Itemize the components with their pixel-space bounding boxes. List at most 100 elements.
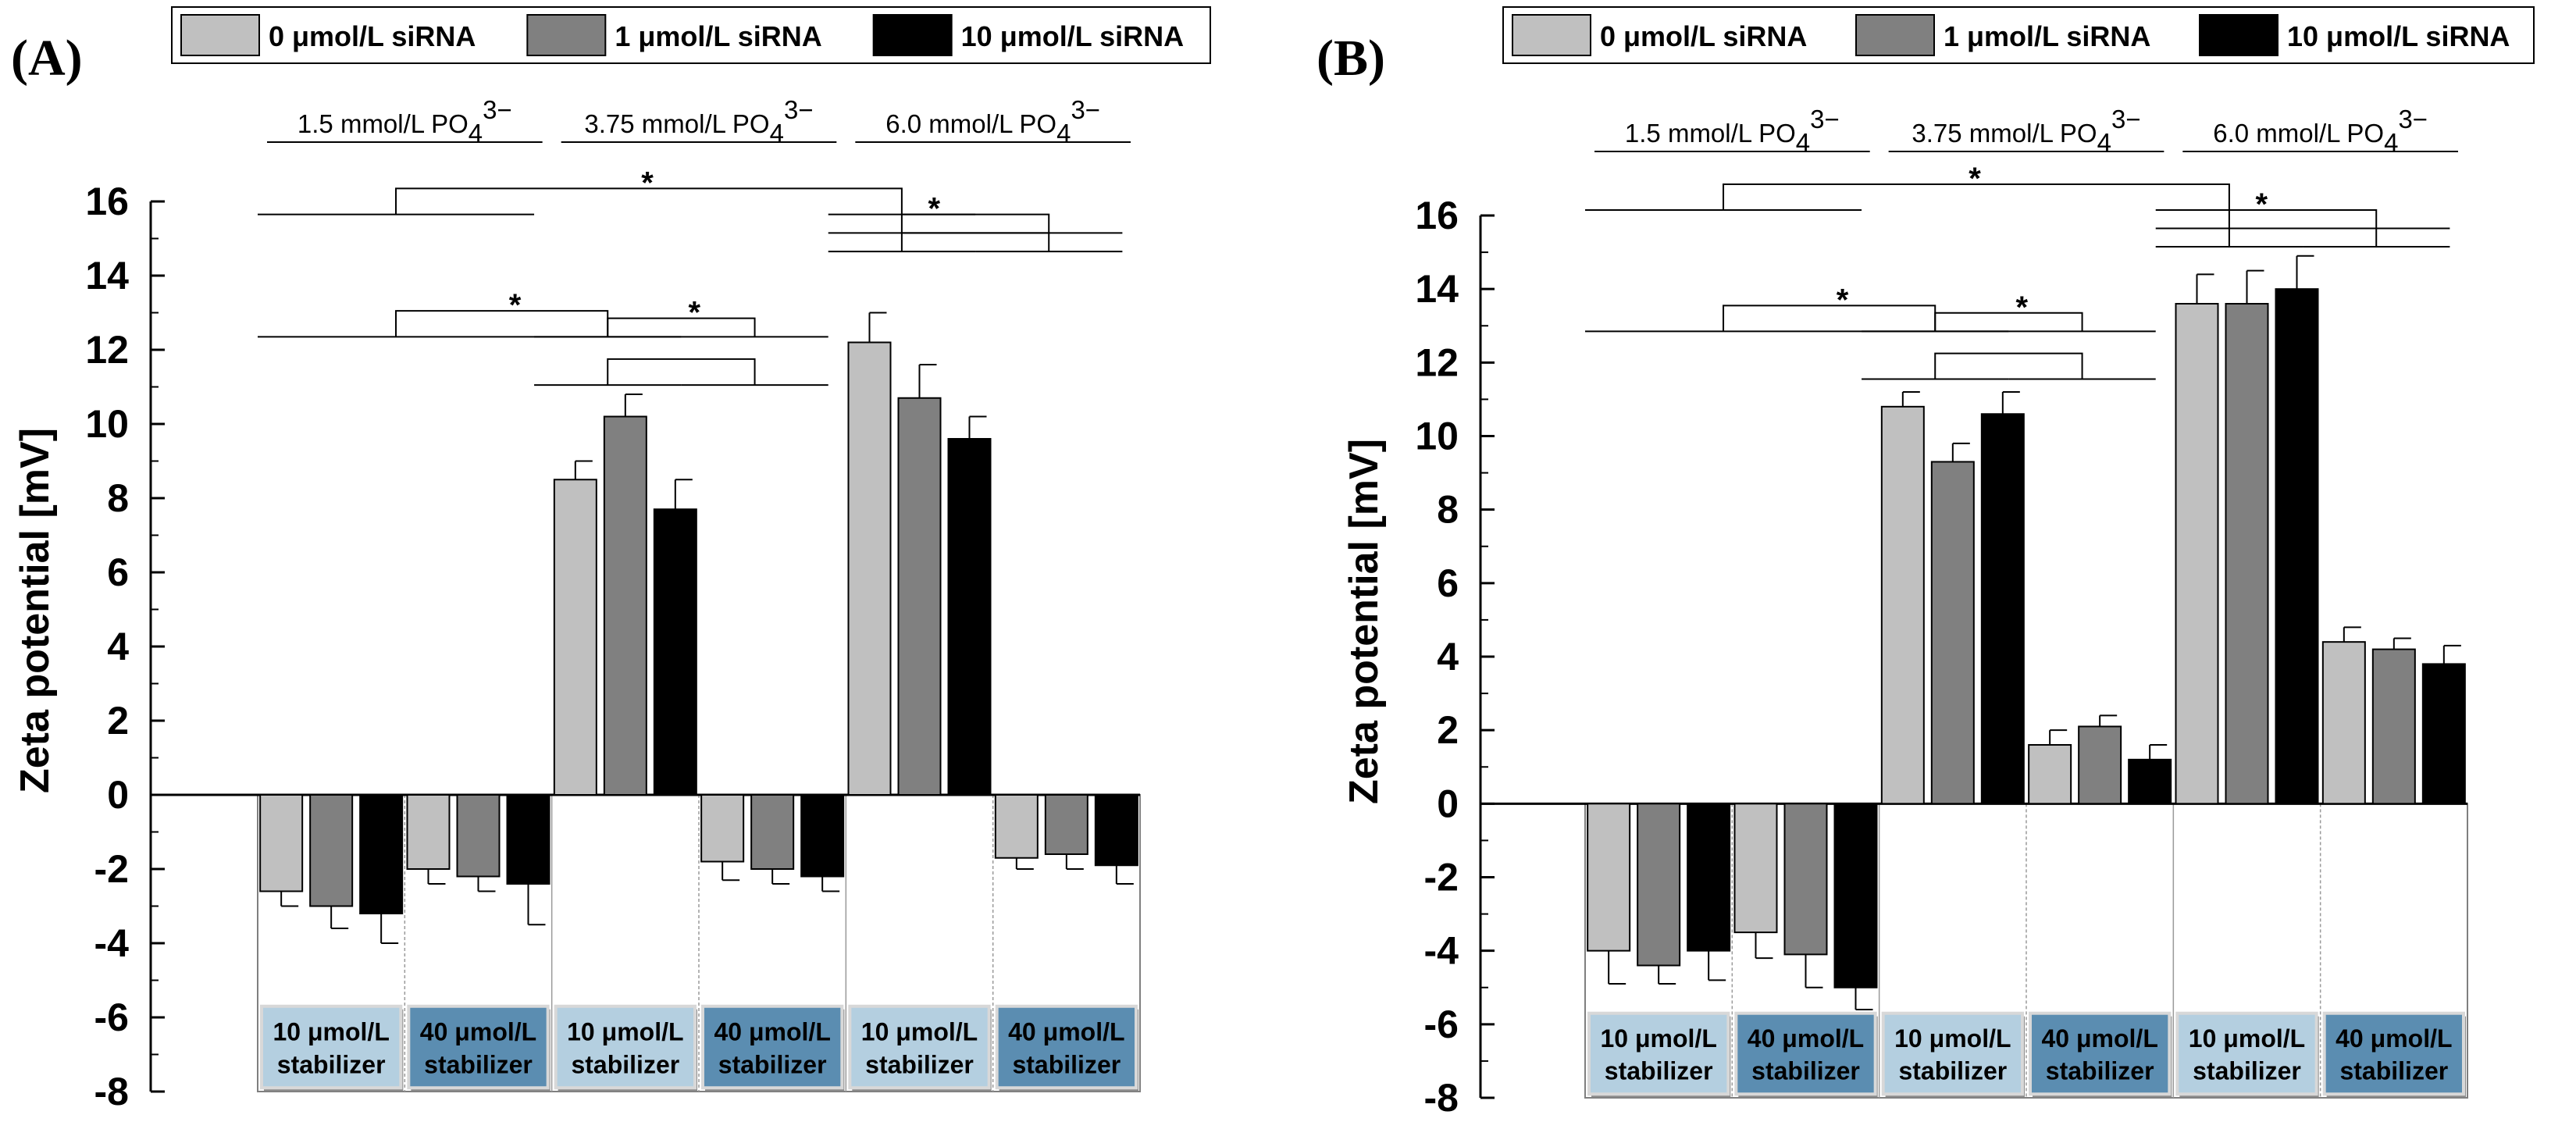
legend-swatch bbox=[2199, 14, 2278, 56]
y-tick-label: 8 bbox=[107, 476, 129, 520]
bar bbox=[553, 479, 597, 796]
bracket-connector bbox=[395, 187, 903, 215]
y-tick-label: 16 bbox=[1415, 194, 1459, 237]
y-tick-label: 16 bbox=[85, 180, 129, 223]
significance-star: * bbox=[509, 288, 522, 322]
significance-star: * bbox=[928, 192, 941, 226]
legend-swatch bbox=[1855, 14, 1935, 56]
concentration-label: 3.75 mmol/L PO43− bbox=[1912, 105, 2140, 157]
legend-box bbox=[171, 6, 1211, 64]
stabilizer-line1: 40 μmol/L bbox=[420, 1018, 536, 1046]
stabilizer-box bbox=[1881, 1011, 2025, 1096]
stabilizer-box bbox=[701, 1004, 844, 1090]
concentration-superscript: 3− bbox=[483, 95, 512, 124]
bar bbox=[994, 794, 1039, 859]
bar bbox=[1930, 461, 1975, 805]
stabilizer-line2: stabilizer bbox=[571, 1050, 679, 1078]
y-tick-label: 6 bbox=[1437, 561, 1459, 605]
bracket-connector bbox=[900, 232, 1050, 252]
significance-star: * bbox=[1837, 283, 1849, 317]
legend-swatch bbox=[872, 14, 953, 56]
bar bbox=[700, 794, 745, 863]
bar bbox=[2421, 663, 2466, 805]
stabilizer-line2: stabilizer bbox=[865, 1050, 974, 1078]
stabilizer-line2: stabilizer bbox=[424, 1050, 533, 1078]
bracket-connector bbox=[900, 213, 1050, 233]
bar bbox=[2321, 641, 2366, 805]
legend-swatch bbox=[526, 14, 607, 56]
stabilizer-line2: stabilizer bbox=[1605, 1057, 1713, 1085]
significance-star: * bbox=[689, 296, 701, 330]
stabilizer-line2: stabilizer bbox=[2193, 1057, 2301, 1085]
significance-star: * bbox=[2256, 187, 2268, 222]
bar bbox=[2078, 725, 2122, 805]
concentration-label: 6.0 mmol/L PO43− bbox=[885, 95, 1100, 148]
y-tick-label: 14 bbox=[1415, 267, 1459, 311]
legend-entry: 0 μmol/L siRNA bbox=[1600, 20, 1807, 52]
concentration-superscript: 3− bbox=[2111, 105, 2141, 134]
bar bbox=[2028, 744, 2072, 805]
chart-panel-a: (A) 0 μmol/L siRNA 1 μmol/L siRNA 10 μmol/L… bbox=[11, 6, 1211, 1113]
legend-swatch bbox=[180, 14, 260, 56]
stabilizer-line1: 10 μmol/L bbox=[273, 1018, 389, 1046]
stabilizer-box bbox=[2175, 1011, 2318, 1096]
legend-entry: 10 μmol/L siRNA bbox=[2287, 20, 2510, 52]
y-tick-label: -8 bbox=[1424, 1076, 1459, 1120]
bar bbox=[309, 794, 354, 907]
bar bbox=[653, 508, 697, 796]
bar bbox=[847, 341, 892, 796]
concentration-superscript: 3− bbox=[1071, 95, 1100, 124]
bar bbox=[2275, 288, 2319, 805]
significance-star: * bbox=[1969, 162, 1981, 196]
stabilizer-box bbox=[995, 1004, 1138, 1090]
bar bbox=[1980, 413, 2025, 805]
y-tick-label: -4 bbox=[1424, 929, 1459, 973]
legend-swatch bbox=[1512, 14, 1591, 56]
legend-entry: 0 μmol/L siRNA bbox=[269, 20, 476, 52]
bar bbox=[947, 438, 992, 796]
stabilizer-box bbox=[1587, 1011, 1730, 1096]
concentration-main: 3.75 mmol/L PO bbox=[584, 109, 769, 138]
concentration-main: 1.5 mmol/L PO bbox=[298, 109, 469, 138]
bracket-connector bbox=[1723, 183, 2230, 210]
y-tick-label: -4 bbox=[94, 921, 130, 965]
y-tick-label: 0 bbox=[1437, 782, 1459, 825]
bracket-connector bbox=[2228, 227, 2378, 248]
panel-label: (B) bbox=[1317, 30, 1385, 87]
bracket-connector bbox=[1723, 305, 1936, 332]
bar bbox=[1094, 794, 1138, 867]
bar bbox=[1733, 803, 1778, 934]
bar bbox=[456, 794, 501, 878]
y-tick-label: 10 bbox=[1415, 415, 1459, 458]
concentration-label: 1.5 mmol/L PO43− bbox=[298, 95, 512, 148]
concentration-subscript: 4 bbox=[1056, 119, 1071, 148]
y-tick-label: 0 bbox=[107, 773, 129, 817]
y-tick-label: 14 bbox=[85, 254, 129, 297]
concentration-main: 1.5 mmol/L PO bbox=[1625, 119, 1796, 148]
concentration-subscript: 4 bbox=[469, 119, 483, 148]
y-axis-label: Zeta potential [mV] bbox=[12, 428, 58, 793]
bracket-connector bbox=[607, 317, 756, 337]
stabilizer-line2: stabilizer bbox=[1751, 1057, 1860, 1085]
concentration-superscript: 3− bbox=[784, 95, 814, 124]
concentration-main: 6.0 mmol/L PO bbox=[2213, 119, 2384, 148]
y-tick-label: -8 bbox=[94, 1070, 129, 1113]
stabilizer-line1: 40 μmol/L bbox=[1748, 1024, 1864, 1053]
stabilizer-line1: 40 μmol/L bbox=[714, 1018, 830, 1046]
bar bbox=[1687, 803, 1731, 952]
stabilizer-line2: stabilizer bbox=[1012, 1050, 1121, 1078]
y-tick-label: 10 bbox=[85, 402, 129, 446]
concentration-main: 3.75 mmol/L PO bbox=[1912, 119, 2097, 148]
bar bbox=[2225, 303, 2269, 805]
y-tick-label: -2 bbox=[1424, 856, 1459, 899]
y-axis-label: Zeta potential [mV] bbox=[1341, 439, 1387, 804]
stabilizer-box bbox=[1734, 1011, 1877, 1096]
bracket-connector bbox=[607, 358, 756, 386]
bracket-connector bbox=[2228, 208, 2378, 229]
y-tick-label: 2 bbox=[107, 699, 129, 743]
bar bbox=[750, 794, 795, 870]
y-tick-label: 4 bbox=[107, 625, 129, 668]
bar bbox=[2371, 648, 2416, 805]
bar bbox=[406, 794, 451, 870]
